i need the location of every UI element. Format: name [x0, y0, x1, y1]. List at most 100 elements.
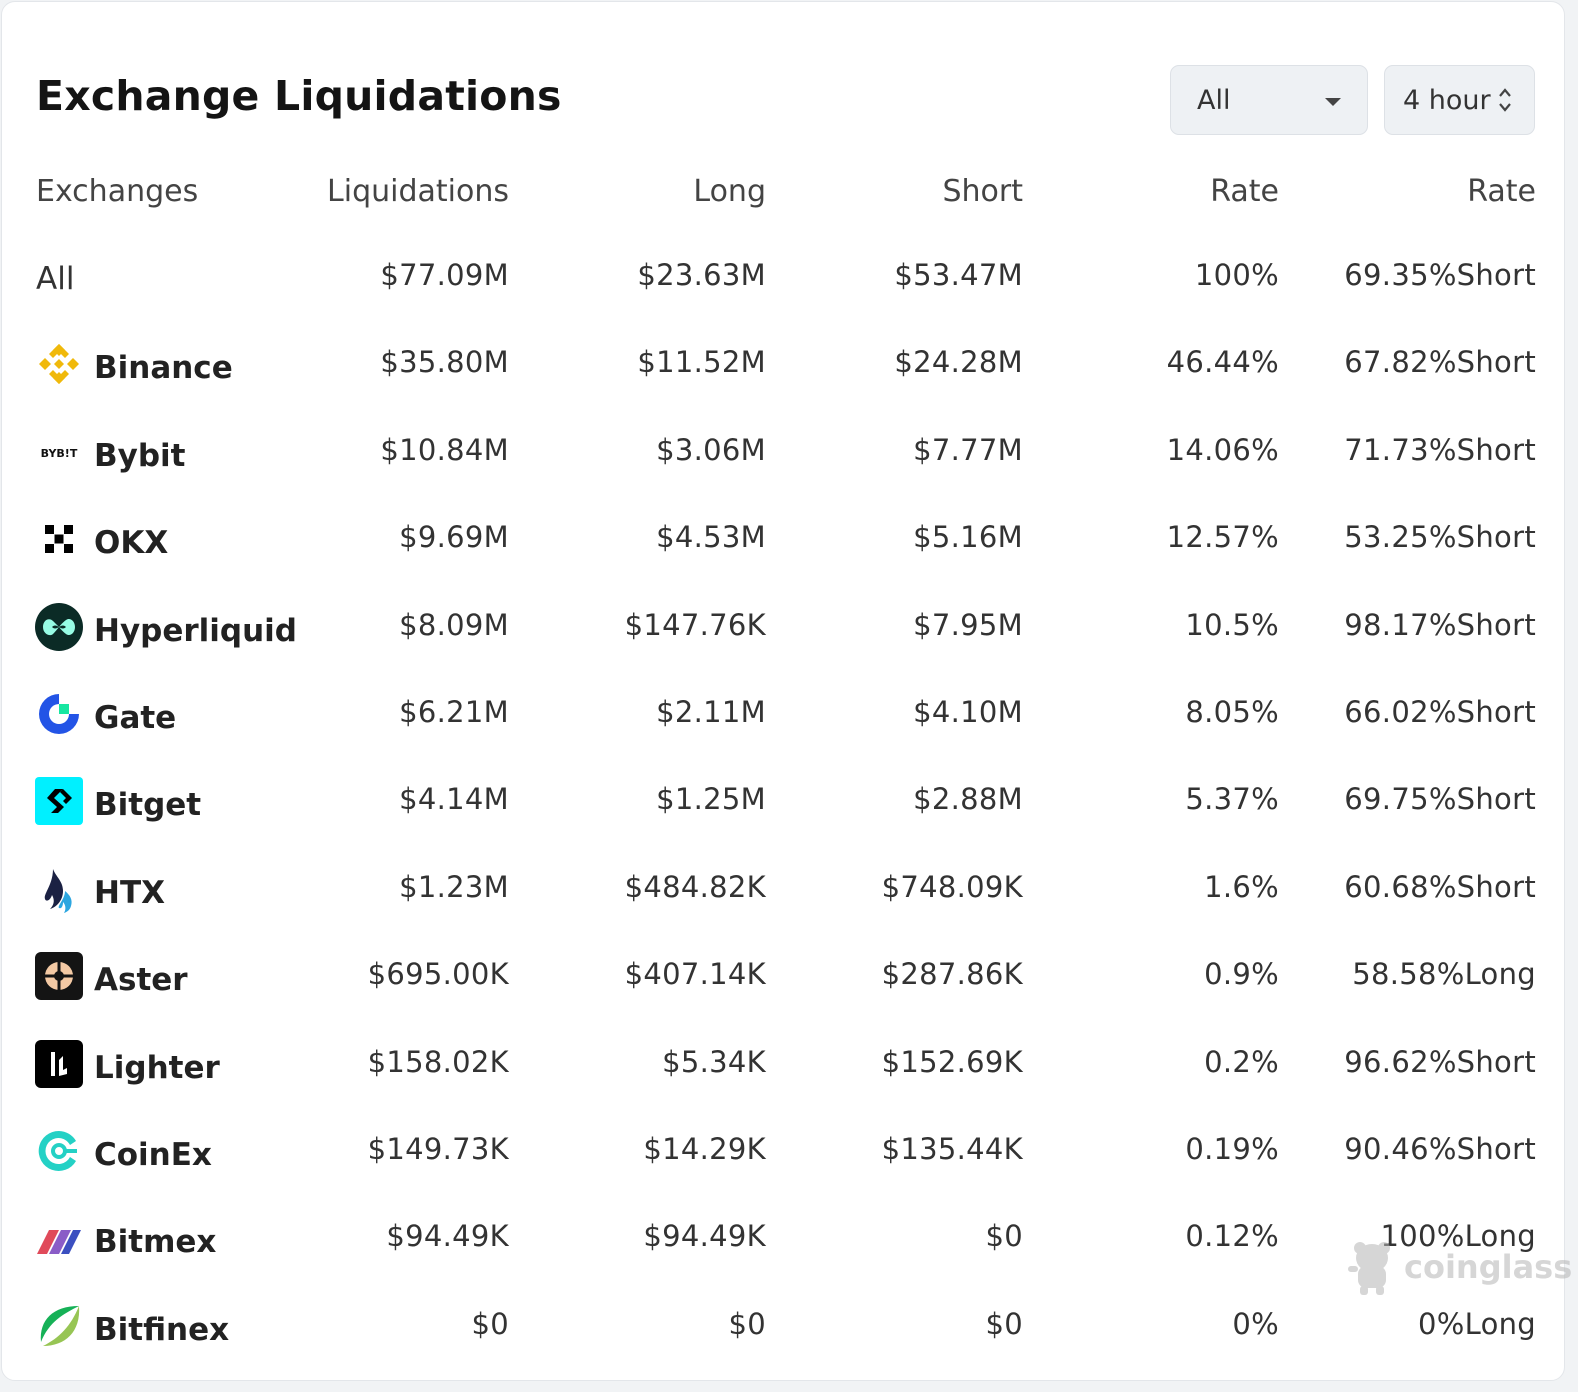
- caret-down-icon: [1325, 98, 1341, 106]
- liquidations-cell: $6.21M: [399, 695, 509, 729]
- short-cell: $5.16M: [913, 520, 1023, 555]
- header-long[interactable]: Long: [693, 174, 766, 209]
- long-short-rate-cell: 0%Long: [1418, 1306, 1536, 1341]
- long-cell: $23.63M: [637, 258, 766, 292]
- bybit-logo-icon: BYB!T: [35, 428, 83, 476]
- header-exchanges[interactable]: Exchanges: [36, 174, 199, 209]
- liquidations-cell: $149.73K: [367, 1132, 509, 1166]
- exchange-name[interactable]: Gate: [94, 700, 177, 736]
- rate-cell: 46.44%: [1166, 345, 1279, 380]
- exchange-name[interactable]: Bitget: [94, 787, 202, 824]
- coinglass-watermark: coinglass: [1348, 1240, 1572, 1300]
- long-short-rate-cell: 96.62%Short: [1344, 1044, 1536, 1079]
- short-cell: $152.69K: [881, 1044, 1023, 1079]
- short-cell: $24.28M: [894, 345, 1023, 380]
- gate-logo-icon: [35, 690, 83, 738]
- rate-cell: 0.2%: [1204, 1044, 1279, 1079]
- lighter-logo-icon: [35, 1039, 83, 1088]
- long-cell: $407.14K: [624, 957, 766, 992]
- rate-cell: 14.06%: [1166, 432, 1279, 467]
- exchange-filter-value: All: [1197, 84, 1231, 116]
- short-cell: $7.95M: [913, 607, 1023, 642]
- short-cell: $53.47M: [894, 258, 1023, 292]
- svg-text:BYB!T: BYB!T: [41, 447, 78, 460]
- exchange-name[interactable]: Lighter: [94, 1049, 220, 1086]
- period-filter-select[interactable]: 4 hour: [1384, 65, 1535, 135]
- long-short-rate-cell: 67.82%Short: [1344, 345, 1536, 380]
- rate-cell: 0.12%: [1185, 1219, 1279, 1254]
- table-row[interactable]: Hyperliquid $8.09M $147.76K $7.95M 10.5% 98.1…: [2, 597, 1566, 657]
- exchange-name[interactable]: Hyperliquid: [94, 612, 297, 649]
- long-cell: $4.53M: [656, 520, 766, 555]
- long-short-rate-cell: 69.75%Short: [1344, 782, 1536, 817]
- bitfinex-logo-icon: [35, 1302, 83, 1350]
- long-cell: $5.34K: [662, 1044, 766, 1079]
- okx-logo-icon: [35, 515, 83, 563]
- table-row[interactable]: Bitfinex $0 $0 $0 0% 0%Long: [2, 1296, 1566, 1356]
- short-cell: $2.88M: [913, 782, 1023, 817]
- rate-cell: 0.9%: [1204, 957, 1279, 992]
- header-long-short-rate[interactable]: Rate: [1467, 174, 1536, 209]
- table-row[interactable]: Gate $6.21M $2.11M $4.10M 8.05% 66.02%Short: [2, 684, 1566, 744]
- short-cell: $287.86K: [881, 957, 1023, 992]
- long-cell: $14.29K: [643, 1132, 766, 1166]
- exchange-name[interactable]: HTX: [94, 874, 165, 911]
- table-row[interactable]: BYB!T Bybit $10.84M $3.06M $7.77M 14.06% 71.73…: [2, 422, 1566, 482]
- long-cell: $94.49K: [643, 1219, 766, 1254]
- liquidations-cell: $695.00K: [367, 957, 509, 992]
- table-row[interactable]: Binance $35.80M $11.52M $24.28M 46.44% 67.82%…: [2, 334, 1566, 394]
- header-short[interactable]: Short: [942, 174, 1023, 209]
- short-cell: $748.09K: [881, 869, 1023, 904]
- header-rate[interactable]: Rate: [1210, 174, 1279, 209]
- rate-cell: 5.37%: [1185, 782, 1279, 817]
- exchange-name[interactable]: Aster: [94, 962, 188, 999]
- liquidations-cell: $0: [471, 1306, 509, 1341]
- rate-cell: 12.57%: [1166, 520, 1279, 555]
- bitget-logo-icon: [35, 777, 83, 826]
- exchange-name[interactable]: Bybit: [94, 437, 186, 474]
- exchange-name[interactable]: CoinEx: [94, 1137, 212, 1173]
- exchange-name[interactable]: OKX: [94, 525, 169, 562]
- aster-logo-icon: [35, 952, 83, 1001]
- long-cell: $484.82K: [624, 869, 766, 904]
- liquidations-cell: $9.69M: [399, 520, 509, 555]
- table-row[interactable]: Aster $695.00K $407.14K $287.86K 0.9% 58.58%L…: [2, 946, 1566, 1006]
- table-header: Exchanges Liquidations Long Short Rate R…: [2, 162, 1566, 222]
- exchange-name[interactable]: Bitfinex: [94, 1311, 230, 1348]
- long-cell: $0: [728, 1306, 766, 1341]
- rate-cell: 0%: [1232, 1306, 1279, 1341]
- long-short-rate-cell: 60.68%Short: [1344, 869, 1536, 904]
- rate-cell: 8.05%: [1185, 695, 1279, 729]
- exchange-name[interactable]: Binance: [94, 350, 233, 387]
- exchange-name: All: [36, 261, 75, 297]
- rate-cell: 0.19%: [1185, 1132, 1279, 1166]
- page-title: Exchange Liquidations: [36, 72, 562, 120]
- watermark-text: coinglass: [1404, 1248, 1573, 1286]
- long-cell: $147.76K: [624, 607, 766, 642]
- exchange-filter-select[interactable]: All: [1170, 65, 1368, 135]
- short-cell: $0: [985, 1219, 1023, 1254]
- liquidations-cell: $4.14M: [399, 782, 509, 817]
- exchange-name[interactable]: Bitmex: [94, 1224, 217, 1261]
- up-down-chevron-icon: [1499, 88, 1511, 112]
- short-cell: $0: [985, 1306, 1023, 1341]
- long-short-rate-cell: 100%Long: [1380, 1219, 1536, 1254]
- table-row[interactable]: Bitget $4.14M $1.25M $2.88M 5.37% 69.75%Short: [2, 771, 1566, 831]
- header-liquidations[interactable]: Liquidations: [327, 174, 509, 209]
- table-row[interactable]: Bitmex $94.49K $94.49K $0 0.12% 100%Long: [2, 1208, 1566, 1268]
- table-row[interactable]: HTX $1.23M $484.82K $748.09K 1.6% 60.68%Short: [2, 859, 1566, 919]
- liquidations-cell: $158.02K: [367, 1044, 509, 1079]
- long-cell: $1.25M: [656, 782, 766, 817]
- table-row[interactable]: Lighter $158.02K $5.34K $152.69K 0.2% 96.62%S…: [2, 1034, 1566, 1094]
- liquidations-cell: $10.84M: [380, 432, 509, 467]
- table-row[interactable]: CoinEx $149.73K $14.29K $135.44K 0.19% 90.46%…: [2, 1121, 1566, 1181]
- table-row[interactable]: All $77.09M $23.63M $53.47M 100% 69.35%Short: [2, 247, 1566, 307]
- long-cell: $3.06M: [656, 432, 766, 467]
- long-short-rate-cell: 90.46%Short: [1344, 1132, 1536, 1166]
- table-row[interactable]: OKX $9.69M $4.53M $5.16M 12.57% 53.25%Short: [2, 509, 1566, 569]
- short-cell: $4.10M: [913, 695, 1023, 729]
- short-cell: $7.77M: [913, 432, 1023, 467]
- rate-cell: 1.6%: [1204, 869, 1279, 904]
- period-filter-value: 4 hour: [1403, 84, 1491, 116]
